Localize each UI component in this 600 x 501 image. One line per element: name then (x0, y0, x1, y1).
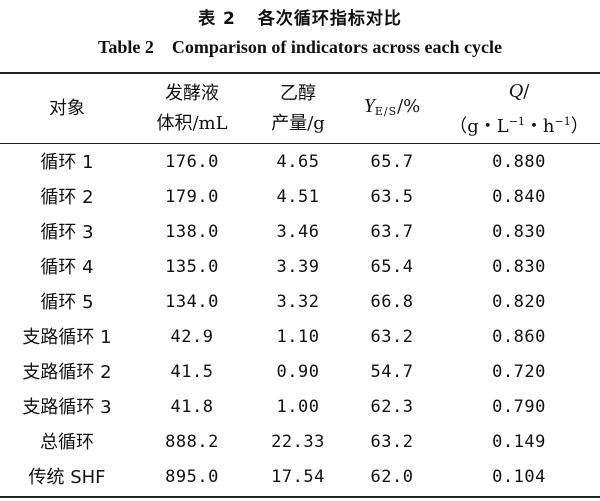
unit-open: （g・L (449, 116, 509, 137)
table-bottom-rule (0, 496, 600, 498)
cell-object: 支路循环 1 (22, 327, 112, 348)
cell-ethanol: 22.33 (271, 432, 325, 452)
cell-yield: 62.3 (370, 397, 414, 417)
header-productivity-line1: Q/ (509, 76, 530, 107)
table-body: 循环 1 176.0 4.65 65.7 0.880 循环 2 179.0 4.… (0, 145, 600, 495)
table-title-english: Comparison of indicators across each cyc… (171, 37, 502, 57)
cell-yield: 63.2 (370, 432, 414, 452)
table-row: 传统 SHF 895.0 17.54 62.0 0.104 (0, 460, 600, 495)
table-row: 支路循环 2 41.5 0.90 54.7 0.720 (0, 355, 600, 390)
cell-yield: 62.0 (370, 467, 414, 487)
cell-productivity: 0.104 (492, 467, 546, 487)
cell-ethanol: 3.32 (276, 292, 320, 312)
header-yield-subscript: E/S (374, 105, 398, 118)
table-caption-english: Table 2 Comparison of indicators across e… (0, 37, 600, 58)
cell-object: 循环 1 (40, 152, 94, 173)
cell-volume: 42.9 (170, 327, 214, 347)
cell-ethanol: 17.54 (271, 467, 325, 487)
cell-volume: 134.0 (165, 292, 219, 312)
cell-ethanol: 4.65 (276, 152, 320, 172)
cell-volume: 895.0 (165, 467, 219, 487)
cell-productivity: 0.720 (492, 362, 546, 382)
cell-productivity: 0.860 (492, 327, 546, 347)
cell-volume: 135.0 (165, 257, 219, 277)
table-caption-chinese: 表 2 各次循环指标对比 (0, 4, 600, 29)
table-row: 循环 5 134.0 3.32 66.8 0.820 (0, 285, 600, 320)
header-productivity-slash: / (523, 81, 530, 102)
cell-ethanol: 1.10 (276, 327, 320, 347)
table-number-english: Table 2 (98, 37, 154, 57)
cell-yield: 63.7 (370, 222, 414, 242)
header-object-label: 对象 (49, 98, 85, 119)
cell-ethanol: 4.51 (276, 187, 320, 207)
cell-object: 总循环 (40, 432, 94, 453)
cell-object: 支路循环 3 (22, 397, 112, 418)
header-yield-label: YE/S/% (364, 91, 421, 127)
cell-productivity: 0.880 (492, 152, 546, 172)
cell-volume: 138.0 (165, 222, 219, 242)
header-ethanol-line2: 产量/g (271, 113, 325, 134)
cell-productivity: 0.820 (492, 292, 546, 312)
cell-ethanol: 3.39 (276, 257, 320, 277)
unit-exp-1: −1 (508, 115, 525, 128)
cell-productivity: 0.830 (492, 222, 546, 242)
header-volume: 发酵液 体积/mL (134, 78, 250, 140)
table-row: 循环 3 138.0 3.46 63.7 0.830 (0, 215, 600, 250)
table-row: 支路循环 1 42.9 1.10 63.2 0.860 (0, 320, 600, 355)
cell-yield: 63.2 (370, 327, 414, 347)
cell-object: 循环 5 (40, 292, 94, 313)
header-volume-line2: 体积/mL (156, 113, 228, 134)
cell-yield: 65.4 (370, 257, 414, 277)
cell-volume: 176.0 (165, 152, 219, 172)
cell-yield: 66.8 (370, 292, 414, 312)
cell-ethanol: 0.90 (276, 362, 320, 382)
table-row: 总循环 888.2 22.33 63.2 0.149 (0, 425, 600, 460)
header-ethanol-line1: 乙醇 (280, 83, 316, 104)
cell-volume: 179.0 (165, 187, 219, 207)
cell-volume: 41.8 (170, 397, 214, 417)
cell-object: 循环 2 (40, 187, 94, 208)
table-row: 循环 2 179.0 4.51 63.5 0.840 (0, 180, 600, 215)
table-row: 循环 1 176.0 4.65 65.7 0.880 (0, 145, 600, 180)
unit-close: ） (570, 116, 589, 137)
cell-productivity: 0.830 (492, 257, 546, 277)
table-row: 循环 4 135.0 3.39 65.4 0.830 (0, 250, 600, 285)
header-yield-unit: /% (397, 96, 421, 117)
cell-volume: 888.2 (165, 432, 219, 452)
unit-mid: ・h (524, 116, 555, 137)
header-volume-line1: 发酵液 (165, 83, 219, 104)
cell-yield: 63.5 (370, 187, 414, 207)
cell-productivity: 0.840 (492, 187, 546, 207)
cell-object: 循环 4 (40, 257, 94, 278)
header-productivity: Q/ （g・L−1・h−1） (438, 78, 600, 140)
table-header-rule (0, 143, 600, 144)
cell-yield: 54.7 (370, 362, 414, 382)
header-productivity-unit: （g・L−1・h−1） (449, 107, 589, 142)
header-object: 对象 (0, 78, 134, 140)
unit-exp-2: −1 (554, 115, 571, 128)
cell-ethanol: 1.00 (276, 397, 320, 417)
header-productivity-symbol: Q (508, 80, 524, 102)
cell-object: 循环 3 (40, 222, 94, 243)
table-title-chinese: 各次循环指标对比 (257, 9, 402, 29)
cell-yield: 65.7 (370, 152, 414, 172)
cell-productivity: 0.790 (492, 397, 546, 417)
cell-ethanol: 3.46 (276, 222, 320, 242)
cell-volume: 41.5 (170, 362, 214, 382)
table-row: 支路循环 3 41.8 1.00 62.3 0.790 (0, 390, 600, 425)
cell-object: 传统 SHF (28, 467, 106, 488)
table-top-rule (0, 72, 600, 74)
cell-object: 支路循环 2 (22, 362, 112, 383)
cell-productivity: 0.149 (492, 432, 546, 452)
header-yield: YE/S/% (346, 78, 438, 140)
table-number-chinese: 表 2 (198, 9, 236, 29)
header-ethanol: 乙醇 产量/g (250, 78, 346, 140)
header-yield-symbol: Y (363, 95, 375, 117)
